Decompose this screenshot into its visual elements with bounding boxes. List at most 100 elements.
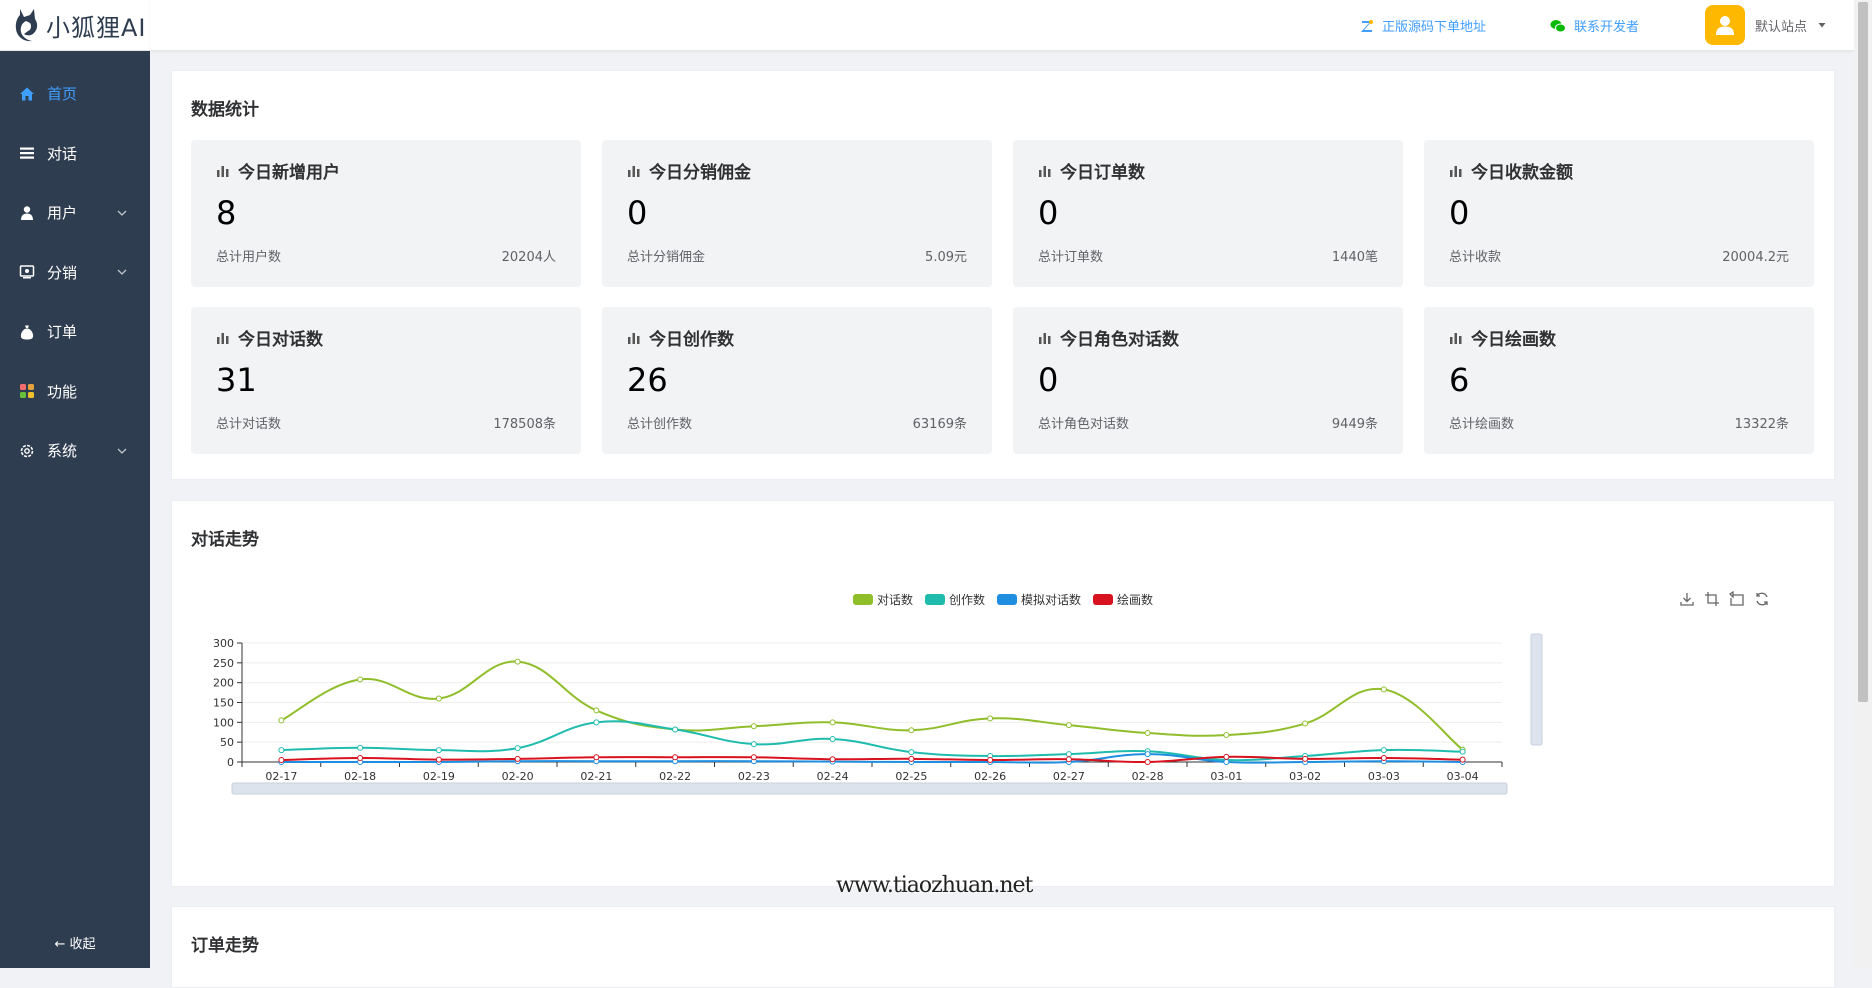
sidebar-item-home[interactable]: 首页 (0, 64, 150, 124)
data-point[interactable] (1302, 755, 1309, 762)
data-point[interactable] (514, 745, 521, 752)
chevron-down-icon (117, 210, 127, 216)
sidebar-item-orders[interactable]: 订单 (0, 302, 150, 362)
data-point[interactable] (1065, 722, 1072, 729)
data-point[interactable] (593, 754, 600, 761)
data-point[interactable] (435, 747, 442, 754)
orders-trend-panel: 订单走势 (171, 906, 1835, 988)
data-point[interactable] (435, 756, 442, 763)
sidebar-item-label: 系统 (47, 442, 78, 461)
y-tick-label: 100 (213, 716, 234, 729)
site-switcher[interactable]: 默认站点 (1704, 5, 1827, 45)
x-tick-label: 02-19 (423, 770, 455, 783)
sidebar-item-label: 用户 (47, 204, 78, 223)
source-order-link[interactable]: 正版源码下单地址 (1360, 16, 1486, 35)
data-point[interactable] (987, 715, 994, 722)
stat-card-total-label: 总计分销佣金 (627, 250, 706, 265)
data-point[interactable] (278, 717, 285, 724)
data-point[interactable] (829, 735, 836, 742)
data-point[interactable] (1144, 730, 1151, 737)
data-point[interactable] (435, 695, 442, 702)
legend-item[interactable]: 模拟对话数 (997, 591, 1081, 608)
data-point[interactable] (672, 754, 679, 761)
data-point[interactable] (593, 719, 600, 726)
data-point[interactable] (514, 658, 521, 665)
sidebar-item-distribution[interactable]: 分销 (0, 243, 150, 303)
x-tick-label: 02-21 (580, 770, 612, 783)
sidebar-item-system[interactable]: 系统 (0, 421, 150, 481)
x-tick-label: 03-02 (1289, 770, 1321, 783)
legend-item[interactable]: 创作数 (924, 591, 985, 608)
data-point[interactable] (750, 741, 757, 748)
data-point[interactable] (1223, 732, 1230, 739)
list-icon (19, 145, 35, 161)
orders-trend-title: 订单走势 (191, 936, 259, 956)
trend-chart[interactable]: 0 50 100 150 200 250 300 02-17 02-18 02-19 02-20 02… (172, 631, 1834, 931)
vertical-zoom-slider[interactable] (1530, 633, 1543, 746)
legend-label: 绘画数 (1117, 593, 1154, 607)
sidebar-item-label: 订单 (47, 323, 78, 342)
zoom-select-icon[interactable] (1704, 591, 1720, 607)
data-point[interactable] (1144, 759, 1151, 765)
data-point[interactable] (278, 757, 285, 764)
data-point[interactable] (829, 756, 836, 763)
stat-card-total-value: 20004.2元 (1722, 250, 1789, 265)
data-point[interactable] (1223, 753, 1230, 760)
data-point[interactable] (593, 707, 600, 714)
data-point[interactable] (1380, 686, 1387, 693)
data-point[interactable] (357, 744, 364, 751)
data-point[interactable] (1302, 720, 1309, 727)
collapse-label: 收起 (69, 937, 96, 952)
stat-card-value: 0 (1038, 361, 1059, 399)
fox-logo-icon (15, 9, 38, 42)
stat-card-header: 今日创作数 (627, 325, 734, 350)
data-point[interactable] (672, 726, 679, 733)
data-point[interactable] (357, 676, 364, 683)
stat-card-title: 今日订单数 (1060, 163, 1145, 183)
data-point[interactable] (1144, 751, 1151, 758)
stat-card-value: 0 (1038, 194, 1059, 232)
horizontal-zoom-slider[interactable] (231, 782, 1508, 795)
stat-card-total-value: 63169条 (912, 417, 967, 432)
data-point[interactable] (750, 754, 757, 761)
stat-card: 今日角色对话数 0 总计角色对话数 9449条 (1013, 307, 1403, 454)
data-point[interactable] (278, 747, 285, 754)
sidebar-item-users[interactable]: 用户 (0, 183, 150, 243)
data-point[interactable] (829, 719, 836, 726)
data-point[interactable] (514, 755, 521, 762)
data-point[interactable] (1065, 756, 1072, 763)
data-point[interactable] (1223, 759, 1230, 765)
legend-item[interactable]: 绘画数 (1093, 591, 1153, 608)
download-icon[interactable] (1679, 591, 1695, 607)
data-point[interactable] (750, 723, 757, 730)
collapse-sidebar-button[interactable]: ← 收起 (0, 933, 150, 952)
data-point[interactable] (1459, 756, 1466, 763)
x-tick-label: 02-28 (1132, 770, 1164, 783)
data-point[interactable] (908, 727, 915, 734)
stat-card-title: 今日新增用户 (238, 163, 340, 183)
sidebar-item-chat[interactable]: 对话 (0, 124, 150, 184)
data-point[interactable] (1380, 747, 1387, 754)
scrollbar-thumb[interactable] (1858, 2, 1868, 702)
wechat-icon (1550, 19, 1566, 33)
data-point[interactable] (1459, 748, 1466, 755)
data-point[interactable] (908, 749, 915, 756)
x-tick-label: 02-18 (344, 770, 376, 783)
data-point[interactable] (908, 755, 915, 762)
trend-panel: 对话走势 对话数 创作数 模拟对话数 绘画数 0 50 100 150 200 250 300 02… (171, 500, 1835, 887)
sidebar-item-features[interactable]: 功能 (0, 362, 150, 422)
legend-item[interactable]: 对话数 (852, 591, 913, 608)
user-icon (19, 205, 35, 221)
data-point[interactable] (1380, 755, 1387, 762)
data-point[interactable] (987, 757, 994, 764)
legend-swatch (997, 594, 1017, 605)
data-point[interactable] (1065, 751, 1072, 758)
stat-card-title: 今日收款金额 (1471, 163, 1573, 183)
contact-developer-link[interactable]: 联系开发者 (1550, 16, 1639, 35)
stat-card-value: 8 (216, 194, 237, 232)
data-point[interactable] (357, 755, 364, 762)
logo[interactable]: 小狐狸AI (0, 0, 150, 51)
restore-icon[interactable] (1754, 591, 1770, 607)
zoom-back-icon[interactable] (1729, 591, 1745, 607)
page-scrollbar[interactable] (1854, 0, 1872, 968)
